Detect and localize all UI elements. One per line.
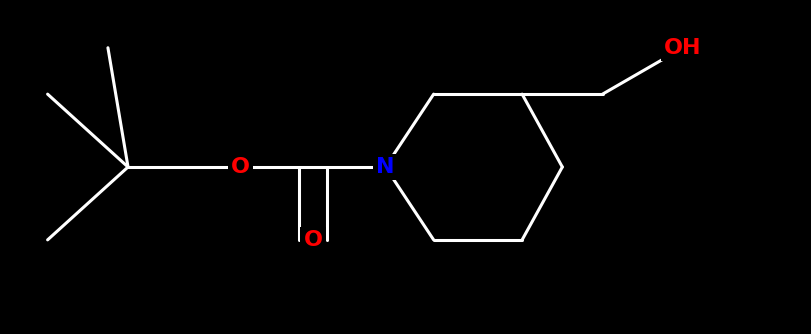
Text: O: O [303,230,323,250]
Text: N: N [376,157,395,177]
Text: OH: OH [664,38,702,58]
Text: O: O [231,157,250,177]
